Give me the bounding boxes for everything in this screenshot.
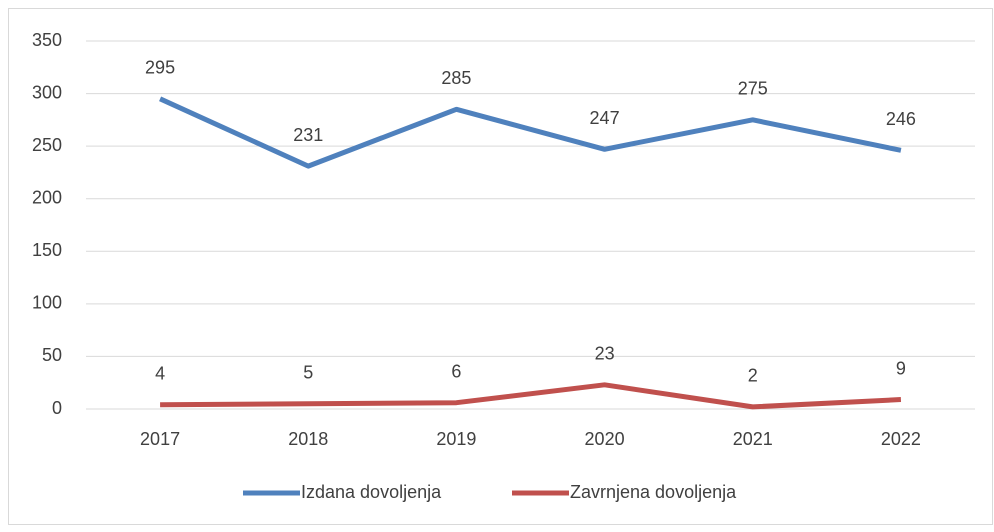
y-tick-label: 150 (32, 240, 62, 260)
x-tick-label: 2019 (436, 429, 476, 449)
data-label: 6 (451, 361, 461, 381)
data-label: 247 (590, 108, 620, 128)
x-tick-label: 2017 (140, 429, 180, 449)
x-tick-label: 2020 (585, 429, 625, 449)
y-tick-label: 350 (32, 30, 62, 50)
data-label: 246 (886, 109, 916, 129)
data-label: 285 (441, 68, 471, 88)
line-series (160, 382, 902, 410)
y-tick-label: 300 (32, 82, 62, 102)
data-label: 4 (155, 364, 165, 384)
x-tick-label: 2018 (288, 429, 328, 449)
data-label: 295 (145, 58, 175, 78)
y-tick-label: 100 (32, 293, 62, 313)
y-tick-label: 50 (42, 345, 62, 365)
data-label: 5 (303, 362, 313, 382)
y-tick-label: 250 (32, 135, 62, 155)
data-label: 23 (595, 344, 615, 364)
data-label: 2 (748, 366, 758, 386)
data-label: 275 (738, 79, 768, 99)
chart-border (8, 8, 993, 525)
y-tick-label: 200 (32, 187, 62, 207)
legend-label: Izdana dovoljenja (301, 482, 442, 502)
x-tick-label: 2021 (733, 429, 773, 449)
x-tick-label: 2022 (881, 429, 921, 449)
data-label: 9 (896, 358, 906, 378)
y-tick-label: 0 (52, 398, 62, 418)
legend-label: Zavrnjena dovoljenja (570, 482, 737, 502)
line-series (159, 96, 902, 169)
data-label: 231 (293, 125, 323, 145)
